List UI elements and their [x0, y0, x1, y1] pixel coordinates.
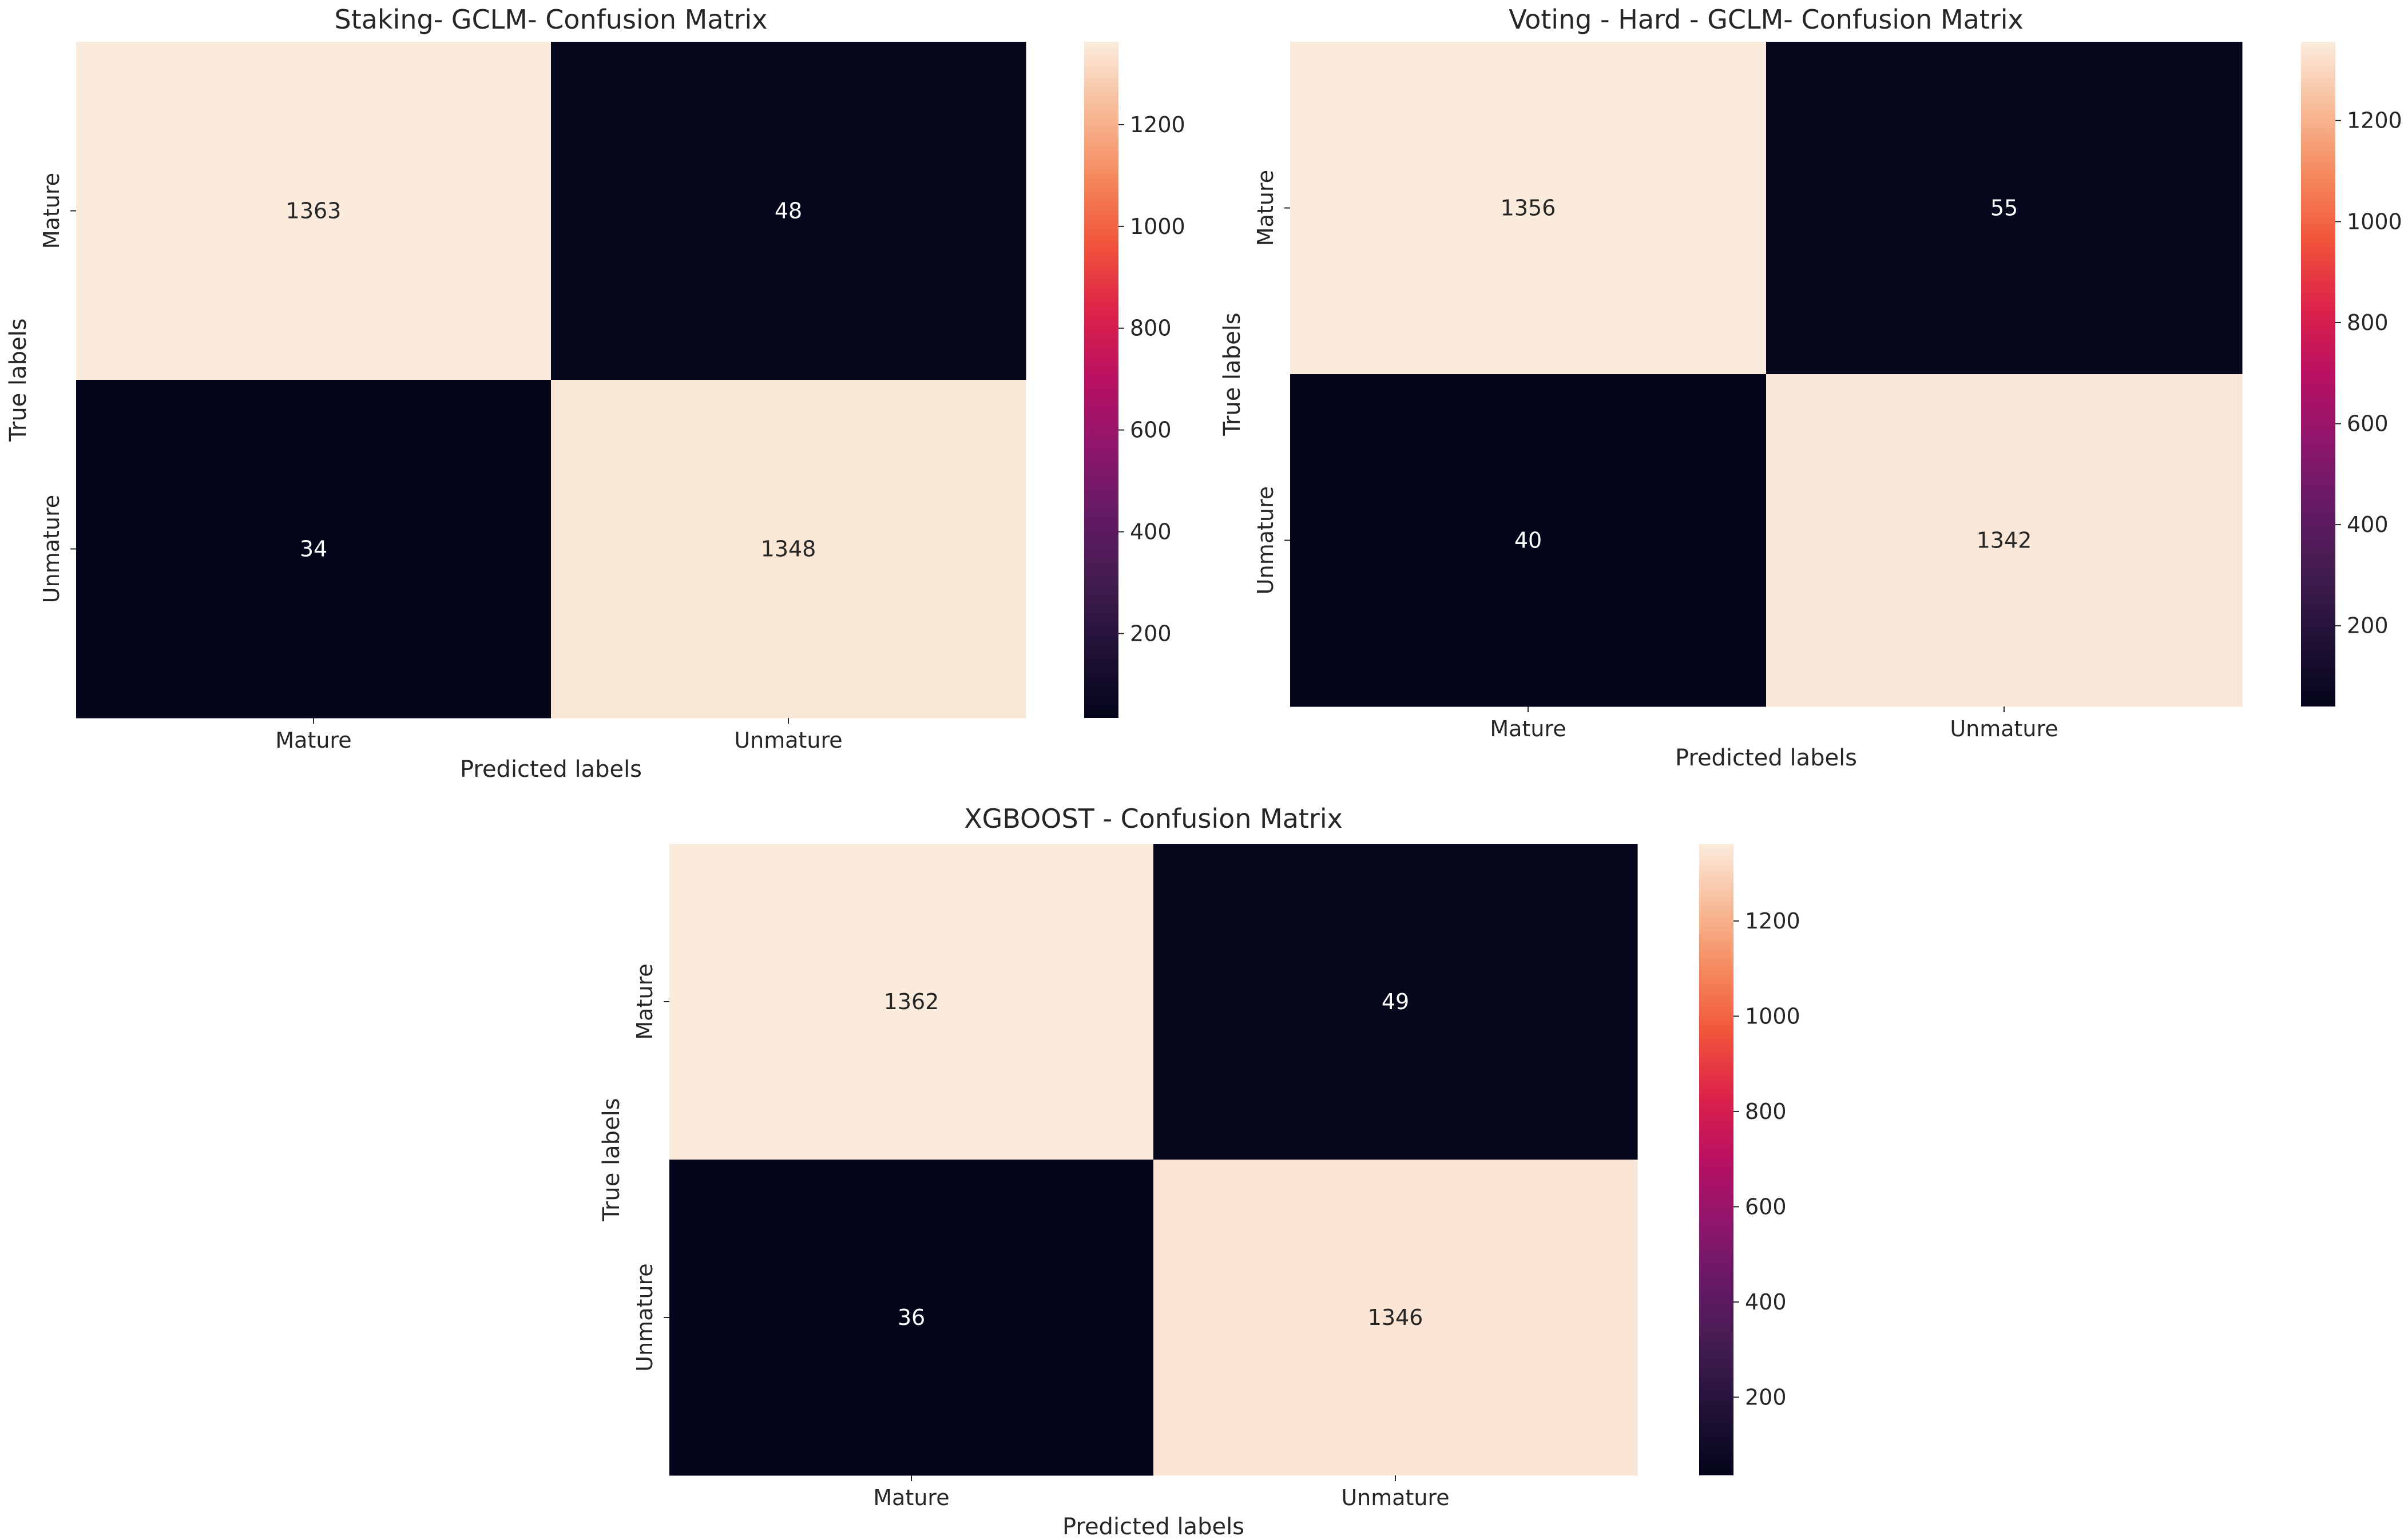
x-tick-label: Unmature [1950, 716, 2058, 741]
x-tick-label: Unmature [734, 728, 842, 753]
y-axis-label: True labels [1219, 312, 1245, 436]
confusion-matrix-chart: XGBOOST - Confusion Matrix 1362 49 36 1346 Ma… [598, 803, 1800, 1540]
colorbar-tick-label: 600 [1130, 418, 1172, 443]
x-tick-label: Mature [275, 728, 351, 753]
colorbar-tick-label: 800 [1745, 1099, 1787, 1124]
y-tick-label: Mature [632, 963, 657, 1039]
heatmap-panel-voting: Voting - Hard - GCLM- Confusion Matrix 13… [1219, 0, 2408, 784]
y-axis-label: True labels [598, 1098, 625, 1221]
colorbar-tick-label: 400 [1130, 519, 1172, 544]
x-axis-label: Predicted labels [1675, 745, 1857, 771]
heatmap-cell [1766, 374, 2243, 707]
chart-title: Staking- GCLM- Confusion Matrix [335, 4, 768, 35]
colorbar-tick-label: 1200 [1745, 908, 1800, 934]
heatmap-cell [1153, 1160, 1638, 1476]
confusion-matrix-chart: Voting - Hard - GCLM- Confusion Matrix 13… [1219, 4, 2402, 771]
colorbar-tick-label: 200 [1745, 1384, 1787, 1410]
x-axis-label: Predicted labels [460, 756, 642, 783]
cell-value-label: 1348 [761, 537, 816, 562]
cell-value-label: 40 [1514, 528, 1542, 553]
cell-value-label: 36 [898, 1305, 925, 1330]
x-tick-label: Unmature [1341, 1485, 1449, 1510]
y-tick-label: Unmature [1253, 486, 1278, 594]
colorbar-tick-label: 1000 [1130, 214, 1185, 239]
colorbar-tick-label: 1000 [1745, 1003, 1800, 1029]
colorbar-tick-label: 1000 [2347, 209, 2402, 234]
cell-value-label: 1356 [1501, 196, 1556, 221]
colorbar [1084, 42, 1118, 718]
heatmap-panel-xgboost: XGBOOST - Confusion Matrix 1362 49 36 1346 Ma… [595, 798, 1842, 1540]
heatmap-cell [551, 380, 1026, 719]
heatmap-cell [1290, 374, 1767, 707]
cell-value-label: 34 [300, 537, 327, 562]
colorbar-tick-label: 200 [1130, 621, 1172, 646]
colorbar [2301, 42, 2335, 707]
x-tick-label: Mature [873, 1485, 949, 1510]
chart-title: XGBOOST - Confusion Matrix [964, 803, 1343, 834]
y-tick-label: Mature [1253, 170, 1278, 246]
cell-value-label: 48 [775, 199, 802, 224]
colorbar-tick-label: 1200 [1130, 112, 1185, 137]
colorbar-tick-label: 200 [2347, 613, 2389, 638]
colorbar-tick-label: 600 [2347, 411, 2389, 436]
cell-value-label: 49 [1382, 989, 1409, 1014]
colorbar-tick-label: 600 [1745, 1194, 1787, 1219]
y-tick-label: Unmature [39, 495, 64, 603]
confusion-matrix-chart: Staking- GCLM- Confusion Matrix 1363 48 34 1… [5, 4, 1185, 783]
x-tick-label: Mature [1490, 716, 1566, 741]
heatmap-cell [1153, 844, 1638, 1160]
heatmap-cell [1290, 42, 1767, 375]
cell-value-label: 1342 [1977, 528, 2032, 553]
cell-value-label: 1346 [1368, 1305, 1423, 1330]
y-axis-label: True labels [5, 318, 31, 442]
cell-value-label: 1363 [286, 199, 342, 224]
colorbar-tick-label: 400 [2347, 512, 2389, 537]
colorbar-tick-label: 800 [2347, 310, 2389, 335]
cell-value-label: 1362 [884, 989, 939, 1014]
heatmap-cell [76, 380, 552, 719]
chart-title: Voting - Hard - GCLM- Confusion Matrix [1509, 4, 2024, 35]
heatmap-cell [76, 42, 552, 380]
heatmap-cell [669, 844, 1154, 1160]
colorbar-tick-label: 1200 [2347, 108, 2402, 133]
cell-value-label: 55 [1990, 196, 2018, 221]
heatmap-cell [669, 1160, 1154, 1476]
x-axis-label: Predicted labels [1062, 1514, 1244, 1540]
y-tick-label: Mature [39, 173, 64, 249]
colorbar [1699, 844, 1733, 1475]
heatmap-panel-staking: Staking- GCLM- Confusion Matrix 1363 48 34 1… [0, 0, 1201, 795]
colorbar-tick-label: 400 [1745, 1289, 1787, 1315]
colorbar-tick-label: 800 [1130, 316, 1172, 341]
heatmap-cell [551, 42, 1026, 380]
y-tick-label: Unmature [632, 1263, 657, 1371]
heatmap-cell [1766, 42, 2243, 375]
